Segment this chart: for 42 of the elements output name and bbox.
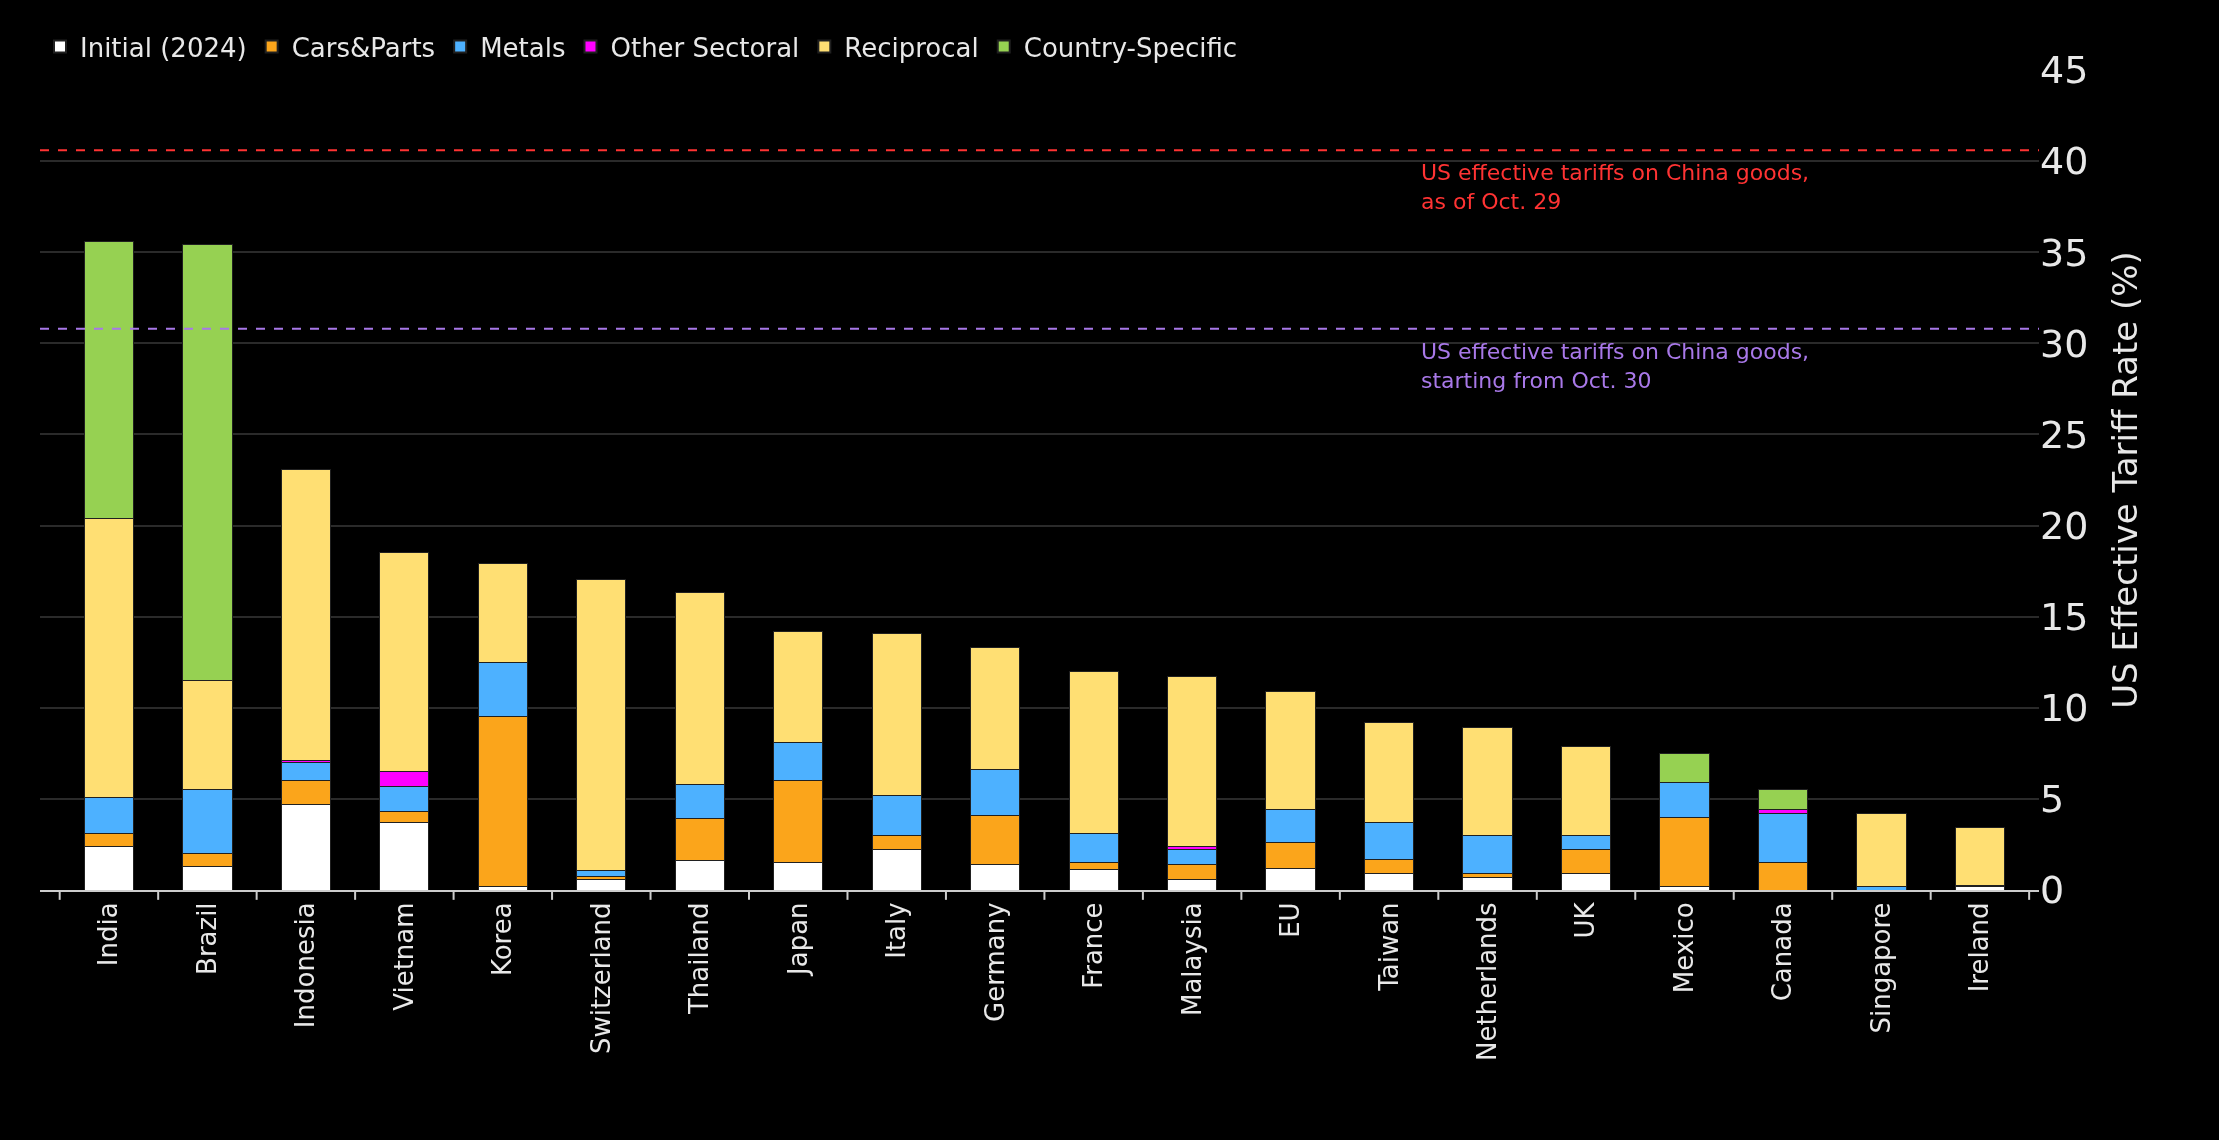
y-tick-label: 40 [2040,139,2089,184]
y-tick-label: 45 [2040,48,2089,93]
y-tick-label: 25 [2040,412,2089,457]
y-tick-label: 10 [2040,686,2089,731]
x-tick-label: Indonesia [290,902,321,1029]
y-tick-label: 20 [2040,503,2089,548]
ref-line-label: US effective tariffs on China goods, starting from Oct. 30 [1421,339,1810,393]
legend-label: Other Sectoral [610,32,800,63]
x-tick-label: Singapore [1865,902,1896,1034]
x-tick-label: Brazil [191,902,222,975]
ref-line-label: US effective tariffs on China goods, as of Oct. 29 [1421,160,1810,214]
x-tick-label: India [93,902,124,967]
y-tick-label: 30 [2040,321,2089,366]
x-tick-label: Vietnam [388,902,419,1011]
legend-label: Country-Specific [1023,32,1238,63]
y-tick-label: 15 [2040,594,2089,639]
x-tick-label: Netherlands [1472,902,1502,1061]
legend-label: Metals [480,32,566,63]
legend-label: Cars&Parts [291,32,436,63]
x-tick-label: Thailand [684,902,715,1016]
x-tick-label: Japan [782,902,813,977]
x-tick-label: Korea [487,902,518,977]
y-tick-label: 0 [2040,868,2065,913]
x-tick-label: Malaysia [1176,902,1207,1017]
y-axis-title: US Effective Tariff Rate (%) [2104,251,2145,709]
bar [1462,876,1513,890]
x-tick-label: France [1078,902,1109,989]
y-tick-label: 35 [2040,230,2089,275]
legend-label: Reciprocal [844,32,979,63]
x-tick-label: Taiwan [1373,902,1404,992]
legend-label: Initial (2024) [80,32,247,63]
x-tick-label: Italy [881,902,912,959]
x-tick-label: EU [1275,902,1306,938]
y-tick-label: 5 [2040,777,2065,822]
bar [1856,812,1907,887]
bar [1954,826,2006,886]
x-tick-label: UK [1570,901,1601,939]
x-tick-label: Mexico [1668,902,1699,994]
x-tick-label: Switzerland [585,902,616,1055]
x-tick-label: Ireland [1964,902,1995,993]
x-tick-label: Canada [1767,902,1798,1002]
x-tick-label: Germany [979,902,1010,1022]
